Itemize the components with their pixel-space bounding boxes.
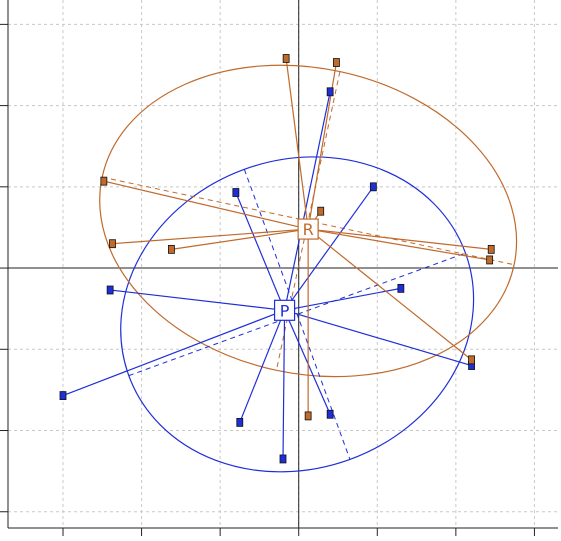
point-marker-p — [232, 188, 240, 197]
point-marker-r — [109, 239, 116, 249]
point-marker-p — [279, 454, 287, 464]
spoke-p — [239, 310, 286, 423]
spoke-p — [235, 192, 286, 311]
points-layer — [59, 54, 495, 464]
spoke-r — [112, 228, 309, 245]
point-marker-r — [168, 244, 175, 254]
point-marker-p — [59, 391, 67, 400]
spoke-p — [284, 310, 331, 415]
spoke-p — [110, 289, 285, 311]
spoke-p — [283, 91, 331, 311]
point-marker-p — [369, 182, 377, 192]
spoke-p — [62, 309, 285, 397]
spoke-r — [103, 180, 309, 230]
spoke-p — [284, 186, 374, 311]
spoke-r — [171, 228, 309, 250]
spoke-r — [308, 228, 492, 250]
spokes-layer — [62, 58, 492, 459]
point-marker-p — [326, 409, 334, 419]
centroid-label-p: P — [280, 301, 290, 320]
point-marker-p — [326, 87, 334, 97]
point-marker-r — [100, 176, 108, 186]
centroid-label-r: R — [303, 220, 314, 239]
point-marker-r — [333, 58, 340, 67]
point-marker-r — [282, 54, 290, 63]
spoke-r — [285, 58, 309, 230]
spoke-p — [284, 309, 472, 367]
centroids-layer: PR — [273, 218, 319, 321]
point-marker-p — [106, 285, 114, 295]
spoke-r — [307, 228, 472, 361]
zero-axes — [8, 0, 558, 528]
point-marker-r — [304, 411, 312, 421]
point-marker-r — [486, 255, 494, 265]
point-marker-p — [236, 417, 244, 427]
ellipse-major-axis-p — [128, 252, 466, 377]
point-marker-r — [317, 206, 325, 216]
point-marker-p — [397, 283, 405, 293]
spoke-p — [284, 287, 401, 311]
spoke-p — [282, 310, 286, 459]
spoke-r — [308, 228, 490, 261]
centroid-box-p — [273, 299, 296, 321]
centroid-box-r — [297, 218, 319, 240]
point-marker-r — [487, 244, 495, 254]
point-marker-r — [468, 355, 475, 365]
